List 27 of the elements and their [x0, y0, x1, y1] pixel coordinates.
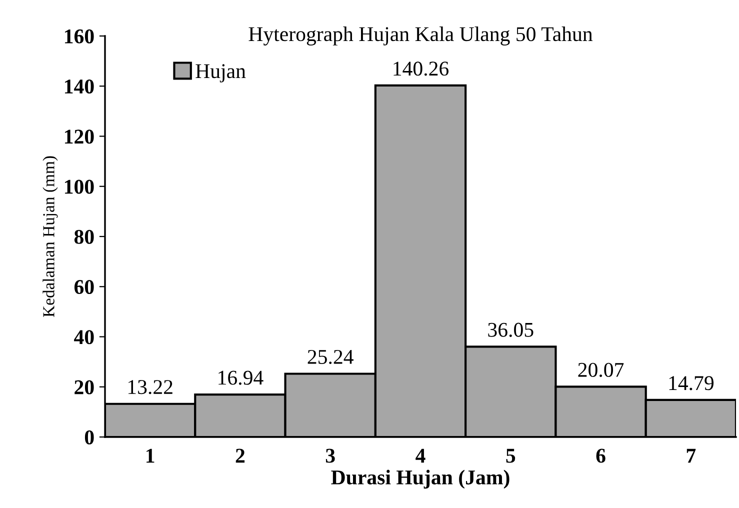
- x-axis-title: Durasi Hujan (Jam): [331, 470, 510, 489]
- y-tick-label: 20: [74, 380, 94, 394]
- x-tick-label: 2: [236, 448, 245, 463]
- data-label: 36.05: [488, 322, 534, 337]
- y-axis-title: Kedalaman Hujan (mm): [42, 156, 58, 318]
- x-tick-label: 4: [416, 448, 426, 463]
- legend-label: Hujan: [196, 64, 246, 82]
- y-tick-label: 0: [84, 430, 94, 444]
- y-tick-label: 100: [65, 180, 94, 194]
- x-tick-label: 1: [146, 448, 154, 463]
- data-label: 14.79: [669, 376, 714, 390]
- x-tick-label: 6: [596, 448, 606, 463]
- y-tick-label: 140: [65, 80, 94, 94]
- x-tick-label: 5: [506, 448, 516, 463]
- y-tick-label: 80: [74, 230, 94, 244]
- data-label: 140.26: [394, 62, 449, 76]
- x-tick-label: 7: [686, 448, 696, 463]
- data-label: 16.94: [218, 370, 264, 385]
- chart-title: Hyterograph Hujan Kala Ulang 50 Tahun: [248, 26, 593, 46]
- y-tick-label: 60: [74, 280, 94, 294]
- y-tick-label: 160: [65, 29, 94, 44]
- data-label: 25.24: [308, 350, 354, 364]
- data-label: 13.22: [128, 380, 172, 394]
- y-tick-label: 40: [74, 330, 94, 344]
- x-tick-label: 3: [326, 448, 335, 463]
- y-tick-label: 120: [65, 130, 94, 144]
- data-label: 20.07: [578, 362, 624, 378]
